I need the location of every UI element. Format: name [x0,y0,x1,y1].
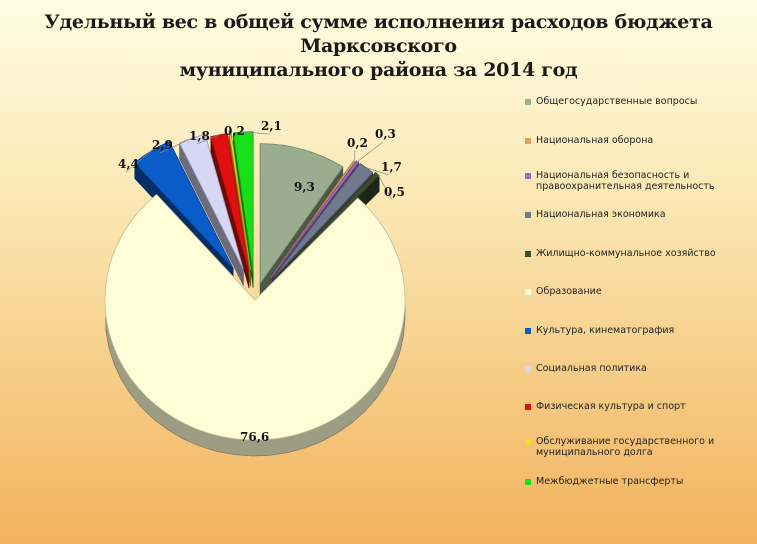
legend-swatch [525,439,531,445]
data-label: 9,3 [294,180,315,194]
data-label: 1,8 [189,129,210,143]
pie-slice [178,133,244,270]
legend-item: Физическая культура и спорт [525,401,750,412]
legend-item: Социальная политика [525,363,750,374]
legend-item: Межбюджетные трансферты [525,476,750,487]
legend-item: Образование [525,286,750,297]
legend-swatch [525,404,531,410]
data-label: 1,7 [381,160,402,174]
leader-line [243,131,270,135]
legend-label: Социальная политика [536,363,647,374]
pie-slice [273,162,374,278]
legend-label: Общегосударственные вопросы [536,96,698,107]
data-label: 2,9 [152,138,173,152]
legend-label: Национальная безопасность и правоохранит… [536,170,715,192]
leader-line [353,150,356,162]
legend-label: Национальная экономика [536,209,666,220]
data-label: 0,5 [384,185,405,199]
legend-label: Жилищно-коммунальное хозяйство [536,248,716,259]
leader-line [125,150,152,173]
legend-item: Жилищно-коммунальное хозяйство [525,248,750,259]
legend-swatch [525,99,531,105]
legend-item: Национальная безопасность и правоохранит… [525,170,750,192]
leader-line [377,173,393,201]
legend-swatch [525,479,531,485]
data-label: 4,4 [118,157,139,171]
legend-label: Межбюджетные трансферты [536,476,684,487]
chart-title-line2: муниципального района за 2014 год [179,59,578,81]
chart-title-line1: Удельный вес в общей сумме исполнения ра… [44,11,713,57]
pie-slice [276,171,380,278]
pie-slice [271,160,360,277]
legend-swatch [525,251,531,257]
legend-swatch [525,366,531,372]
leader-line [229,131,233,140]
leader-line [159,137,193,154]
data-label: 0,2 [347,136,368,150]
legend-item: Национальная оборона [525,135,750,146]
legend-label: Физическая культура и спорт [536,401,686,412]
pie-slice [259,143,344,285]
leader-line [366,167,390,176]
legend-item: Общегосударственные вопросы [525,96,750,107]
legend-swatch [525,138,531,144]
data-label: 0,3 [375,127,396,141]
data-label: 76,6 [240,430,269,444]
legend-label: Культура, кинематография [536,325,675,336]
legend-swatch [525,289,531,295]
legend-label: Образование [536,286,602,297]
legend-item: Национальная экономика [525,209,750,220]
legend-item: Культура, кинематография [525,325,750,336]
data-label: 2,1 [261,119,282,133]
legend-swatch [525,212,531,218]
legend-swatch [525,328,531,334]
legend-item: Обслуживание государственного и муниципа… [525,436,750,458]
leader-line [196,134,220,145]
chart-title: Удельный вес в общей сумме исполнения ра… [20,10,737,82]
legend-swatch [525,173,531,179]
data-label: 0,2 [224,124,245,138]
leader-line [357,141,384,162]
legend-label: Обслуживание государственного и муниципа… [536,436,715,458]
legend-label: Национальная оборона [536,135,654,146]
pie-slice [104,193,406,441]
